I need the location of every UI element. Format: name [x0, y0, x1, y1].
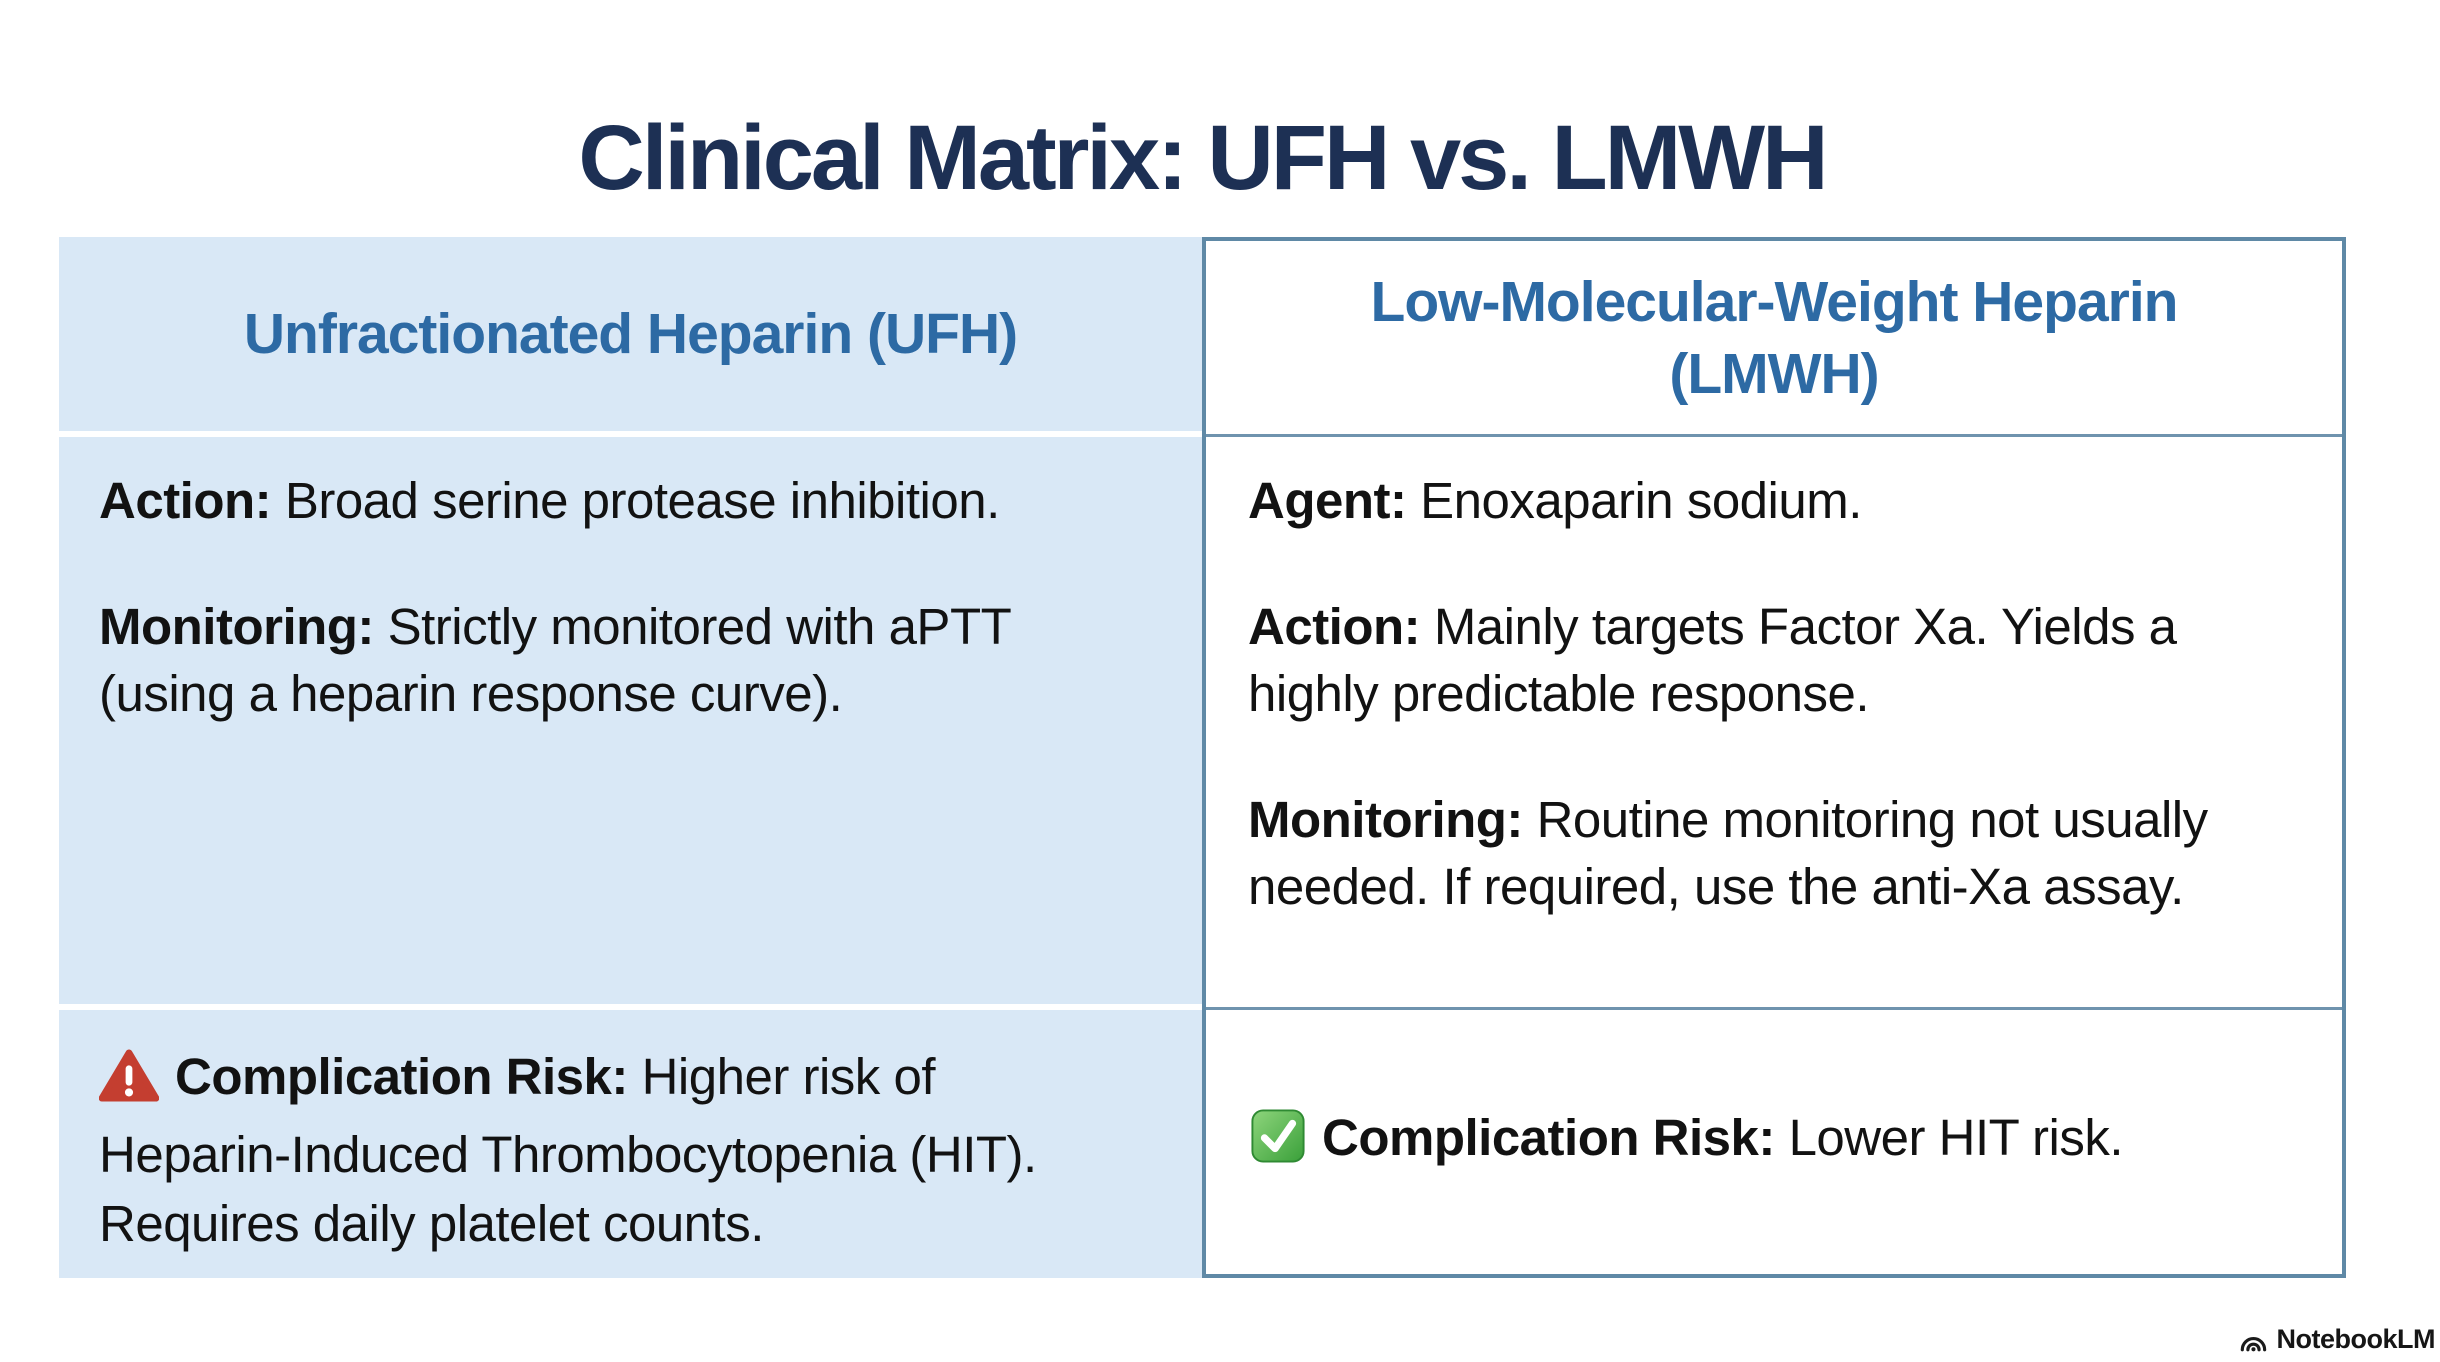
check-icon — [1250, 1108, 1306, 1181]
lmwh-monitoring-label: Monitoring: — [1248, 791, 1523, 848]
ufh-monitoring-label: Monitoring: — [99, 598, 374, 655]
lmwh-action-text: Mainly targets Factor Xa. Yields a highl… — [1248, 598, 2177, 722]
ufh-header-cell: Unfractionated Heparin (UFH) — [59, 237, 1202, 437]
lmwh-agent-text: Enoxaparin sodium. — [1420, 472, 1862, 529]
lmwh-profile-cell: Agent: Enoxaparin sodium. Action: Mainly… — [1206, 437, 2342, 1010]
lmwh-action-paragraph: Action: Mainly targets Factor Xa. Yields… — [1248, 593, 2290, 727]
lmwh-header-label-line2: (LMWH) — [1669, 341, 1879, 406]
ufh-header-label: Unfractionated Heparin (UFH) — [243, 302, 1018, 366]
lmwh-agent-label: Agent: — [1248, 472, 1407, 529]
notebooklm-brand-text: NotebookLM — [2276, 1324, 2436, 1354]
ufh-risk-text: Higher risk of Heparin-Induced Thrombocy… — [99, 1048, 1037, 1252]
lmwh-monitoring-text: Routine monitoring not usually needed. I… — [1248, 791, 2208, 915]
notebooklm-watermark: NotebookLM — [2238, 1324, 2436, 1355]
lmwh-risk-paragraph: Complication Risk: Lower HIT risk. — [1250, 1103, 2124, 1181]
page-title: Clinical Matrix: UFH vs. LMWH — [578, 106, 1828, 209]
comparison-table: Unfractionated Heparin (UFH) Action: Bro… — [59, 237, 2346, 1278]
ufh-risk-label: Complication Risk: — [175, 1048, 628, 1105]
column-ufh: Unfractionated Heparin (UFH) Action: Bro… — [59, 237, 1202, 1278]
lmwh-agent-paragraph: Agent: Enoxaparin sodium. — [1248, 467, 2290, 534]
lmwh-header-cell: Low-Molecular-Weight Heparin (LMWH) — [1206, 241, 2342, 437]
lmwh-risk-text: Lower HIT risk. — [1788, 1109, 2124, 1166]
lmwh-risk-label: Complication Risk: — [1322, 1109, 1775, 1166]
warning-icon — [98, 1049, 160, 1120]
ufh-risk-cell: Complication Risk: Higher risk of Hepari… — [59, 1010, 1202, 1278]
column-lmwh: Low-Molecular-Weight Heparin (LMWH) Agen… — [1202, 237, 2346, 1278]
ufh-monitoring-text: Strictly monitored with aPTT (using a he… — [99, 598, 1011, 722]
ufh-action-text: Broad serine protease inhibition. — [284, 472, 1000, 529]
lmwh-risk-cell: Complication Risk: Lower HIT risk. — [1206, 1010, 2342, 1274]
ufh-action-paragraph: Action: Broad serine protease inhibition… — [99, 467, 1150, 534]
lmwh-action-label: Action: — [1248, 598, 1421, 655]
ufh-monitoring-paragraph: Monitoring: Strictly monitored with aPTT… — [99, 593, 1150, 727]
lmwh-monitoring-paragraph: Monitoring: Routine monitoring not usual… — [1248, 786, 2290, 920]
ufh-action-label: Action: — [99, 472, 272, 529]
lmwh-header-label-line1: Low-Molecular-Weight Heparin — [1370, 269, 2179, 334]
notebooklm-logo-icon — [2238, 1326, 2268, 1353]
ufh-profile-cell: Action: Broad serine protease inhibition… — [59, 437, 1202, 1010]
ufh-risk-paragraph: Complication Risk: Higher risk of Hepari… — [98, 1042, 1132, 1258]
